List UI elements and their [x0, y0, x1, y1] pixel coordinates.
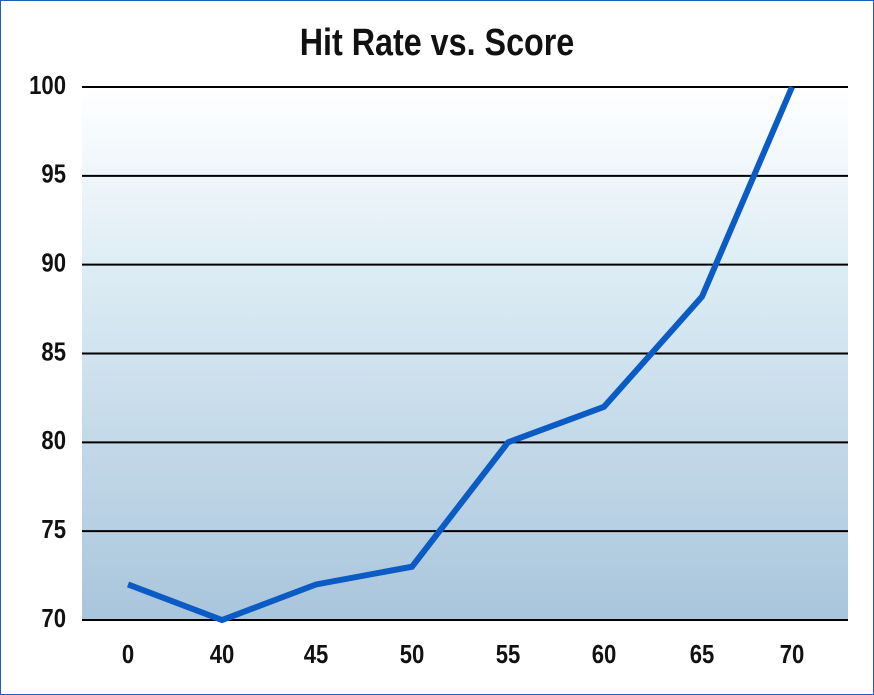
y-tick-label: 95 [41, 160, 66, 189]
y-tick-label: 70 [41, 604, 66, 633]
x-tick-label: 0 [122, 640, 134, 669]
x-tick-label: 40 [210, 640, 235, 669]
chart-title: Hit Rate vs. Score [300, 22, 575, 64]
y-tick-label: 75 [41, 515, 66, 544]
x-tick-label: 55 [496, 640, 521, 669]
x-tick-label: 65 [690, 640, 715, 669]
x-tick-label: 45 [304, 640, 329, 669]
y-tick-label: 85 [41, 338, 66, 367]
y-tick-label: 90 [41, 249, 66, 278]
line-series [126, 85, 795, 624]
x-tick-label: 70 [780, 640, 805, 669]
y-tick-label: 100 [29, 71, 66, 100]
x-tick-label: 50 [400, 640, 425, 669]
y-tick-label: 80 [41, 427, 66, 456]
x-tick-label: 60 [592, 640, 617, 669]
